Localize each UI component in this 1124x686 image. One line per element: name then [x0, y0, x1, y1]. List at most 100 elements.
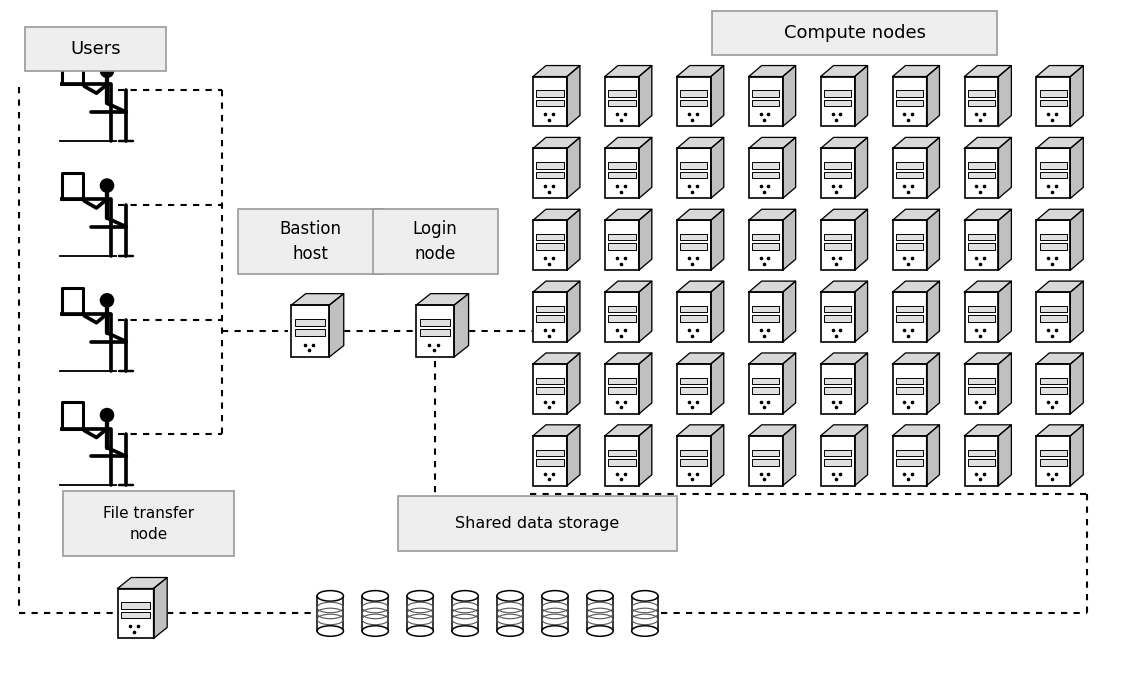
Bar — [1040, 172, 1067, 178]
Bar — [296, 329, 326, 336]
Bar — [632, 596, 658, 631]
Polygon shape — [533, 425, 580, 436]
Text: Shared data storage: Shared data storage — [455, 516, 619, 531]
Polygon shape — [605, 66, 652, 77]
Bar — [608, 459, 635, 466]
Ellipse shape — [542, 626, 569, 637]
Polygon shape — [533, 353, 580, 364]
Bar — [892, 364, 926, 414]
Bar — [677, 77, 710, 126]
Polygon shape — [118, 578, 167, 589]
Bar — [608, 172, 635, 178]
Bar — [824, 162, 851, 169]
Bar — [892, 436, 926, 486]
Bar — [968, 99, 995, 106]
Polygon shape — [677, 209, 724, 220]
Polygon shape — [998, 137, 1012, 198]
Bar — [605, 148, 638, 198]
Polygon shape — [416, 294, 469, 305]
Bar — [824, 244, 851, 250]
Bar — [1040, 99, 1067, 106]
Bar — [752, 234, 779, 241]
Polygon shape — [533, 137, 580, 148]
Circle shape — [100, 294, 114, 307]
Bar — [824, 172, 851, 178]
Bar — [749, 220, 782, 270]
Ellipse shape — [362, 626, 389, 637]
FancyBboxPatch shape — [398, 496, 678, 551]
Polygon shape — [1036, 281, 1084, 292]
Bar — [752, 459, 779, 466]
Bar — [892, 148, 926, 198]
Polygon shape — [926, 281, 940, 342]
Polygon shape — [964, 209, 1012, 220]
Polygon shape — [1036, 137, 1084, 148]
Polygon shape — [566, 425, 580, 486]
Polygon shape — [821, 66, 868, 77]
Bar — [680, 162, 707, 169]
Bar — [608, 306, 635, 312]
Bar — [605, 77, 638, 126]
Polygon shape — [964, 281, 1012, 292]
Bar — [968, 459, 995, 466]
Polygon shape — [1070, 209, 1084, 270]
Bar — [1040, 162, 1067, 169]
Polygon shape — [926, 137, 940, 198]
Bar — [824, 459, 851, 466]
Ellipse shape — [407, 591, 434, 601]
Bar — [752, 91, 779, 97]
Bar — [608, 234, 635, 241]
Bar — [968, 316, 995, 322]
Bar — [968, 172, 995, 178]
Bar — [677, 220, 710, 270]
Ellipse shape — [362, 591, 389, 601]
Polygon shape — [782, 425, 796, 486]
Polygon shape — [566, 137, 580, 198]
Bar — [964, 77, 998, 126]
Bar — [968, 91, 995, 97]
Bar — [608, 244, 635, 250]
Polygon shape — [677, 281, 724, 292]
Polygon shape — [1070, 281, 1084, 342]
Polygon shape — [1036, 353, 1084, 364]
Polygon shape — [964, 425, 1012, 436]
Bar — [749, 364, 782, 414]
Polygon shape — [892, 353, 940, 364]
Bar — [533, 364, 566, 414]
Bar — [821, 220, 854, 270]
Bar — [896, 316, 923, 322]
Bar — [749, 148, 782, 198]
Ellipse shape — [407, 626, 434, 637]
Polygon shape — [854, 209, 868, 270]
Bar — [677, 436, 710, 486]
Bar — [1040, 387, 1067, 394]
Bar — [536, 387, 563, 394]
Bar — [317, 596, 344, 631]
Bar — [752, 387, 779, 394]
Ellipse shape — [587, 626, 613, 637]
Polygon shape — [892, 425, 940, 436]
Bar — [680, 316, 707, 322]
Bar — [892, 292, 926, 342]
Polygon shape — [1036, 66, 1084, 77]
Polygon shape — [605, 209, 652, 220]
Bar — [1036, 220, 1070, 270]
Bar — [752, 162, 779, 169]
Polygon shape — [749, 425, 796, 436]
Polygon shape — [566, 209, 580, 270]
Polygon shape — [638, 66, 652, 126]
Bar — [968, 387, 995, 394]
Polygon shape — [605, 425, 652, 436]
Polygon shape — [638, 425, 652, 486]
Bar — [677, 148, 710, 198]
Bar — [420, 320, 451, 326]
Bar — [821, 148, 854, 198]
Polygon shape — [677, 66, 724, 77]
Bar — [824, 99, 851, 106]
Ellipse shape — [317, 591, 344, 601]
Bar — [968, 306, 995, 312]
Bar — [824, 449, 851, 456]
Bar — [824, 306, 851, 312]
Bar — [533, 148, 566, 198]
Bar — [608, 162, 635, 169]
